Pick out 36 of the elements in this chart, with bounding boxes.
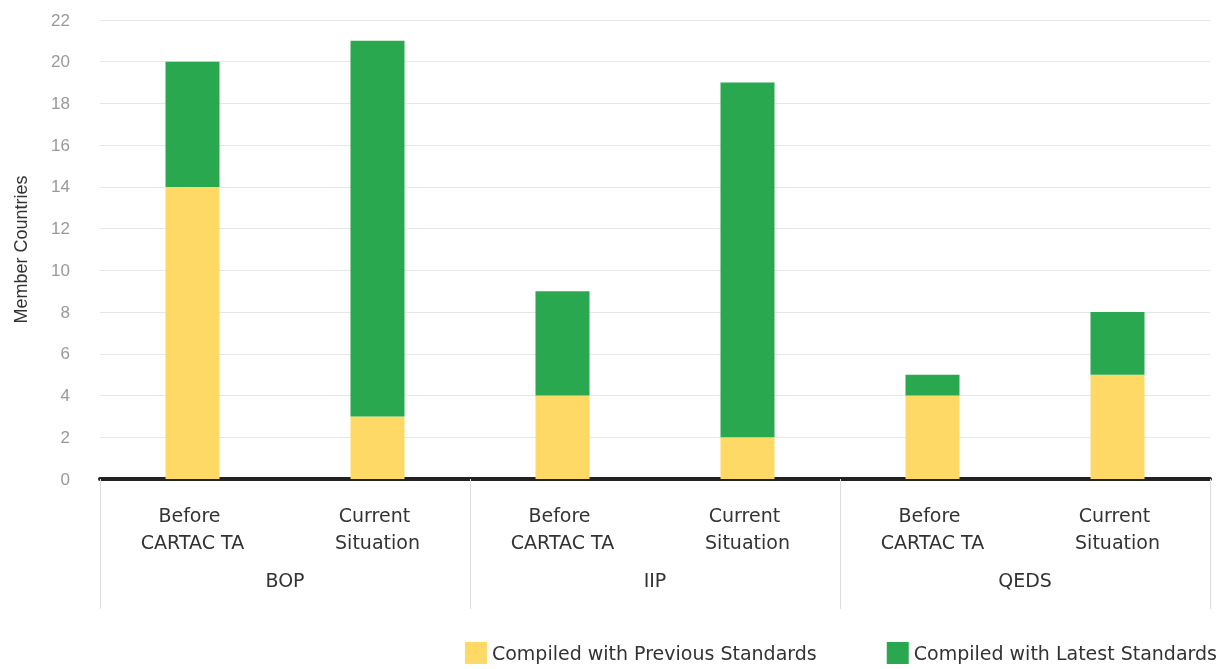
x-tick-label: Before CARTAC TA <box>140 503 245 553</box>
y-tick-label: 22 <box>51 10 70 30</box>
y-tick-label: 20 <box>51 52 70 72</box>
bar <box>350 40 405 417</box>
legend-label: Compiled with Previous Standards <box>491 642 817 664</box>
bar <box>720 82 775 438</box>
bar <box>720 437 775 479</box>
x-tick-label: Before CARTAC TA <box>880 503 985 553</box>
bar <box>535 291 590 396</box>
y-axis-title: Member Countries <box>11 175 31 324</box>
bar <box>1090 312 1145 375</box>
y-tick-label: 14 <box>51 177 70 197</box>
bar <box>905 374 960 396</box>
x-tick-label: Before CARTAC TA <box>510 503 615 553</box>
bar <box>350 416 405 479</box>
bar <box>165 186 220 479</box>
bar <box>535 395 590 479</box>
y-tick-label: 0 <box>60 469 70 489</box>
x-tick-label: Current Situation <box>335 503 420 553</box>
y-tick-label: 10 <box>51 260 70 280</box>
y-tick-label: 6 <box>60 344 70 364</box>
text: BOP <box>265 569 305 591</box>
bar <box>165 61 220 187</box>
x-tick-label: Current Situation <box>705 503 790 553</box>
y-tick-label: 18 <box>51 93 70 113</box>
bar <box>1090 374 1145 479</box>
text: IIP <box>643 569 667 591</box>
legend-label: Compiled with Latest Standards <box>913 642 1217 664</box>
y-tick-label: 12 <box>51 219 70 239</box>
y-tick-label: 4 <box>60 386 70 406</box>
y-tick-label: 8 <box>60 302 70 322</box>
x-tick-label: Current Situation <box>1075 503 1160 553</box>
bar <box>905 395 960 479</box>
text: QEDS <box>998 569 1052 591</box>
y-tick-label: 16 <box>51 135 70 155</box>
y-tick-label: 2 <box>60 427 70 447</box>
